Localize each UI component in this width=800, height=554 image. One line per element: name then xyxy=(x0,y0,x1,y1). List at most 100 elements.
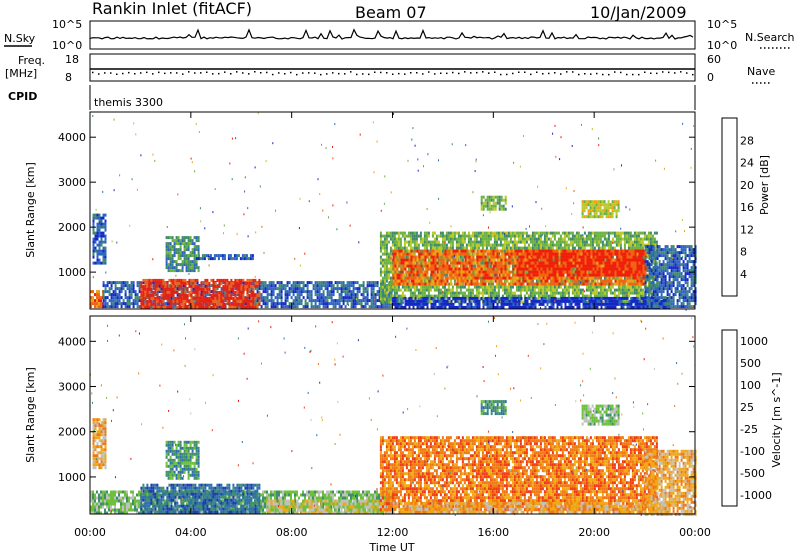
power-cell xyxy=(495,273,498,277)
power-cell xyxy=(429,300,432,304)
power-cell xyxy=(383,282,386,286)
power-cell xyxy=(420,267,423,271)
power-cell xyxy=(394,282,397,286)
power-cell xyxy=(483,291,486,295)
power-cell xyxy=(533,243,536,247)
power-cell xyxy=(169,251,172,255)
power-cell xyxy=(406,264,409,268)
power-cell xyxy=(246,302,249,306)
power-cell xyxy=(575,243,578,247)
power-cell xyxy=(166,299,169,303)
power-cell xyxy=(344,284,347,288)
power-cell xyxy=(189,254,192,258)
power-cell xyxy=(394,273,397,277)
power-cell xyxy=(392,267,395,271)
power-cell xyxy=(118,296,121,300)
power-cell xyxy=(98,252,101,256)
power-cell xyxy=(499,243,502,247)
nave-dot xyxy=(488,72,490,74)
power-cell xyxy=(438,264,441,268)
power-cell xyxy=(332,302,335,306)
power-cell xyxy=(114,290,117,294)
power-cell xyxy=(593,231,596,235)
power-cell xyxy=(402,249,405,253)
power-cell xyxy=(208,299,211,303)
power-cell xyxy=(190,302,193,306)
power-cell xyxy=(533,285,536,289)
power-cell xyxy=(395,237,398,241)
power-cell xyxy=(473,246,476,250)
power-cell xyxy=(378,296,381,300)
power-cell xyxy=(236,284,239,288)
power-cell xyxy=(202,290,205,294)
power-cell xyxy=(128,296,131,300)
power-cell xyxy=(402,279,405,283)
power-cell xyxy=(511,234,514,238)
power-cell xyxy=(429,288,432,292)
power-cell xyxy=(310,305,313,309)
power-cell xyxy=(571,270,574,274)
power-cell xyxy=(461,234,464,238)
power-cell xyxy=(322,290,325,294)
power-cell xyxy=(368,284,371,288)
power-cell xyxy=(404,267,407,271)
power-cell xyxy=(444,252,447,256)
power-cell xyxy=(130,293,133,297)
power-cell xyxy=(429,285,432,289)
power-cell xyxy=(543,291,546,295)
power-cell xyxy=(385,297,388,301)
power-cell xyxy=(102,261,105,265)
power-cell xyxy=(413,243,416,247)
power-cell xyxy=(216,287,219,291)
power-cell xyxy=(459,291,462,295)
power-cell xyxy=(531,231,534,235)
power-cell xyxy=(467,243,470,247)
power-cell xyxy=(210,305,213,309)
power-cell xyxy=(324,302,327,306)
power-cell xyxy=(383,249,386,253)
power-cell xyxy=(519,291,522,295)
power-cell xyxy=(515,276,518,280)
power-cell xyxy=(314,299,317,303)
power-cell xyxy=(449,291,452,295)
power-cell xyxy=(189,266,192,270)
power-cell xyxy=(173,239,176,243)
power-cell xyxy=(637,291,640,295)
power-cell xyxy=(440,276,443,280)
power-cell xyxy=(370,284,373,288)
power-cell xyxy=(603,285,606,289)
power-cell xyxy=(603,237,606,241)
power-cell xyxy=(256,302,259,306)
power-cell xyxy=(182,305,185,309)
power-cell xyxy=(421,237,424,241)
power-cell xyxy=(174,278,177,282)
power-cell xyxy=(551,285,554,289)
power-cell xyxy=(268,299,271,303)
power-cell xyxy=(383,234,386,238)
power-cell xyxy=(421,279,424,283)
power-cell xyxy=(191,254,194,258)
power-cell xyxy=(397,300,400,304)
power-cell xyxy=(627,246,630,250)
power-cell xyxy=(441,231,444,235)
power-cell xyxy=(647,240,650,244)
power-cell xyxy=(449,279,452,283)
power-cell xyxy=(296,299,299,303)
power-cell xyxy=(372,305,375,309)
freq-label: Freq. xyxy=(18,54,45,67)
power-cell xyxy=(425,279,428,283)
nave-dot xyxy=(428,71,430,73)
power-cell xyxy=(132,299,135,303)
power-cell xyxy=(479,291,482,295)
power-cell xyxy=(90,296,92,300)
power-cell xyxy=(176,293,179,297)
power-cell xyxy=(96,231,99,235)
power-cell xyxy=(519,300,522,304)
power-cell xyxy=(425,231,428,235)
power-cell xyxy=(404,258,407,262)
power-cell xyxy=(396,258,399,262)
power-cell xyxy=(136,296,139,300)
power-cell xyxy=(136,281,139,285)
power-cell xyxy=(641,288,644,292)
power-cell xyxy=(459,234,462,238)
